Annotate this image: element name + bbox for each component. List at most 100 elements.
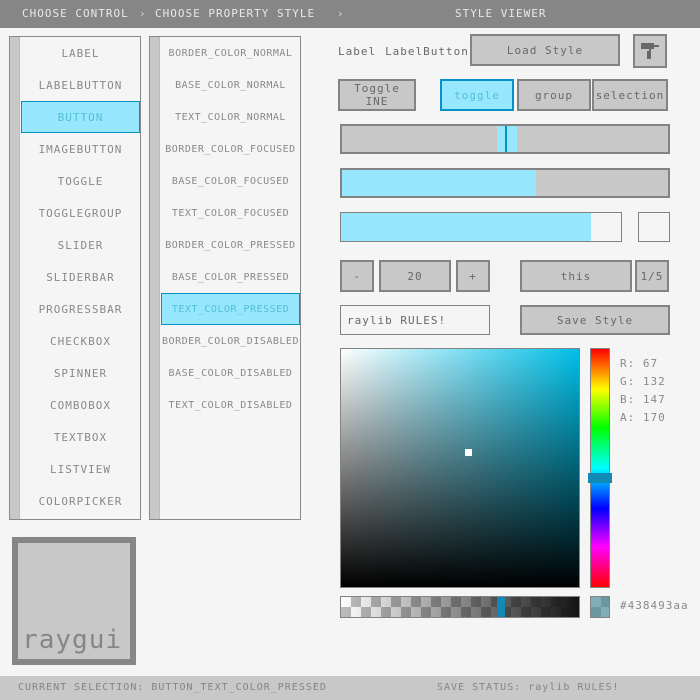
- control-item-colorpicker[interactable]: COLORPICKER: [21, 485, 140, 517]
- color-b-value: B: 147: [620, 393, 666, 406]
- control-item-label: SPINNER: [53, 367, 108, 380]
- colorpicker-swatch: [590, 596, 610, 618]
- property-item-base-color-pressed[interactable]: BASE_COLOR_PRESSED: [161, 261, 300, 293]
- control-item-label: COMBOBOX: [50, 399, 111, 412]
- property-item-label: BORDER_COLOR_NORMAL: [168, 48, 293, 59]
- load-style-button[interactable]: Load Style: [470, 34, 620, 66]
- colorpicker-swatch-fill: [591, 597, 609, 617]
- control-listview[interactable]: LABEL LABELBUTTON BUTTON IMAGEBUTTON TOGGLE T…: [9, 36, 141, 520]
- togglegroup-item-group[interactable]: group: [517, 79, 591, 111]
- control-item-combobox[interactable]: COMBOBOX: [21, 389, 140, 421]
- property-listview[interactable]: BORDER_COLOR_NORMAL BASE_COLOR_NORMAL TEXT…: [149, 36, 301, 520]
- raygui-logo-text: raygui: [22, 625, 122, 655]
- colorpicker-hue-knob[interactable]: [588, 473, 612, 483]
- top-breadcrumb-bar: CHOOSE CONTROL › CHOOSE PROPERTY STYLE ›…: [0, 0, 700, 28]
- save-style-button[interactable]: Save Style: [520, 305, 670, 335]
- sample-checkbox[interactable]: [638, 212, 670, 242]
- sample-progressbar: [340, 212, 622, 242]
- property-list-items: BORDER_COLOR_NORMAL BASE_COLOR_NORMAL TEXT…: [161, 37, 300, 519]
- breadcrumb-choose-control[interactable]: CHOOSE CONTROL: [22, 7, 129, 20]
- control-item-spinner[interactable]: SPINNER: [21, 357, 140, 389]
- property-item-label: TEXT_COLOR_FOCUSED: [171, 208, 290, 219]
- control-item-imagebutton[interactable]: IMAGEBUTTON: [21, 133, 140, 165]
- slider-knob[interactable]: [497, 126, 517, 152]
- colorpicker-rgba-readout: R: 67 G: 132 B: 147 A: 170: [620, 355, 690, 427]
- color-r-value: R: 67: [620, 357, 659, 370]
- control-item-togglegroup[interactable]: TOGGLEGROUP: [21, 197, 140, 229]
- property-item-label: TEXT_COLOR_PRESSED: [171, 304, 290, 315]
- property-item-label: BASE_COLOR_DISABLED: [168, 368, 293, 379]
- property-item-text-color-focused[interactable]: TEXT_COLOR_FOCUSED: [161, 197, 300, 229]
- colorpicker-saturation-value-area[interactable]: [340, 348, 580, 588]
- control-item-sliderbar[interactable]: SLIDERBAR: [21, 261, 140, 293]
- control-item-label: LISTVIEW: [50, 463, 111, 476]
- paint-roller-icon: [641, 43, 659, 59]
- control-item-listview[interactable]: LISTVIEW: [21, 453, 140, 485]
- combobox-count[interactable]: 1/5: [635, 260, 669, 292]
- spinner-value[interactable]: 20: [379, 260, 451, 292]
- control-list-scrollbar[interactable]: [10, 37, 20, 519]
- property-item-base-color-disabled[interactable]: BASE_COLOR_DISABLED: [161, 357, 300, 389]
- control-item-button[interactable]: BUTTON: [21, 101, 140, 133]
- control-item-label: LABELBUTTON: [38, 79, 123, 92]
- property-item-base-color-focused[interactable]: BASE_COLOR_FOCUSED: [161, 165, 300, 197]
- sample-labelbutton[interactable]: LabelButton: [385, 44, 469, 58]
- slider-knob-line: [505, 126, 507, 152]
- sample-sliderbar[interactable]: [340, 168, 670, 198]
- property-item-text-color-normal[interactable]: TEXT_COLOR_NORMAL: [161, 101, 300, 133]
- raygui-logo: raygui: [12, 537, 136, 665]
- sample-slider[interactable]: [340, 124, 670, 154]
- colorpicker-selector-dot[interactable]: [465, 449, 472, 456]
- sample-textbox[interactable]: raylib RULES!: [340, 305, 490, 335]
- progressbar-fill: [341, 213, 591, 241]
- property-item-text-color-pressed[interactable]: TEXT_COLOR_PRESSED: [161, 293, 300, 325]
- property-item-label: BASE_COLOR_NORMAL: [175, 80, 286, 91]
- breadcrumb-style-viewer[interactable]: STYLE VIEWER: [455, 7, 547, 20]
- togglegroup-item-selection[interactable]: selection: [592, 79, 668, 111]
- control-item-label: SLIDERBAR: [46, 271, 115, 284]
- control-item-label: TEXTBOX: [53, 431, 108, 444]
- status-current-selection: CURRENT SELECTION: BUTTON_TEXT_COLOR_PRE…: [18, 682, 327, 693]
- colorpicker-alpha-knob[interactable]: [497, 597, 505, 617]
- control-item-label: TOGGLE: [57, 175, 104, 188]
- property-item-text-color-disabled[interactable]: TEXT_COLOR_DISABLED: [161, 389, 300, 421]
- spinner-decrement-button[interactable]: -: [340, 260, 374, 292]
- control-item-label: SLIDER: [57, 239, 104, 252]
- togglegroup-item-toggle[interactable]: toggle: [440, 79, 514, 111]
- control-item-label: COLORPICKER: [38, 495, 123, 508]
- status-save-status: SAVE STATUS: raylib RULES!: [437, 682, 620, 693]
- control-item-label: IMAGEBUTTON: [38, 143, 123, 156]
- control-item-checkbox[interactable]: CHECKBOX: [21, 325, 140, 357]
- alpha-gradient: [341, 597, 579, 617]
- status-bar: CURRENT SELECTION: BUTTON_TEXT_COLOR_PRE…: [0, 676, 700, 700]
- control-item-slider[interactable]: SLIDER: [21, 229, 140, 261]
- control-item-progressbar[interactable]: PROGRESSBAR: [21, 293, 140, 325]
- toggle-one-button[interactable]: Toggle INE: [338, 79, 416, 111]
- paint-roller-icon-button[interactable]: [633, 34, 667, 68]
- control-item-label[interactable]: LABEL: [21, 37, 140, 69]
- control-list-items: LABEL LABELBUTTON BUTTON IMAGEBUTTON TOGGLE T…: [21, 37, 140, 519]
- control-item-toggle[interactable]: TOGGLE: [21, 165, 140, 197]
- property-list-scrollbar[interactable]: [150, 37, 160, 519]
- breadcrumb-choose-property-style[interactable]: CHOOSE PROPERTY STYLE: [155, 7, 316, 20]
- control-item-label: CHECKBOX: [50, 335, 111, 348]
- color-g-value: G: 132: [620, 375, 666, 388]
- property-item-base-color-normal[interactable]: BASE_COLOR_NORMAL: [161, 69, 300, 101]
- spinner-increment-button[interactable]: +: [456, 260, 490, 292]
- property-item-border-color-focused[interactable]: BORDER_COLOR_FOCUSED: [161, 133, 300, 165]
- control-item-label: BUTTON: [57, 111, 104, 124]
- property-item-border-color-pressed[interactable]: BORDER_COLOR_PRESSED: [161, 229, 300, 261]
- sliderbar-fill: [342, 170, 536, 196]
- property-item-label: BORDER_COLOR_FOCUSED: [165, 144, 296, 155]
- property-item-border-color-disabled[interactable]: BORDER_COLOR_DISABLED: [161, 325, 300, 357]
- colorpicker-hue-bar[interactable]: [588, 348, 612, 588]
- property-item-label: TEXT_COLOR_DISABLED: [168, 400, 293, 411]
- colorpicker-alpha-bar[interactable]: [340, 596, 580, 618]
- property-item-label: TEXT_COLOR_NORMAL: [175, 112, 286, 123]
- control-item-labelbutton[interactable]: LABELBUTTON: [21, 69, 140, 101]
- property-item-label: BASE_COLOR_FOCUSED: [171, 176, 290, 187]
- combobox-value[interactable]: this: [520, 260, 632, 292]
- control-item-textbox[interactable]: TEXTBOX: [21, 421, 140, 453]
- property-item-border-color-normal[interactable]: BORDER_COLOR_NORMAL: [161, 37, 300, 69]
